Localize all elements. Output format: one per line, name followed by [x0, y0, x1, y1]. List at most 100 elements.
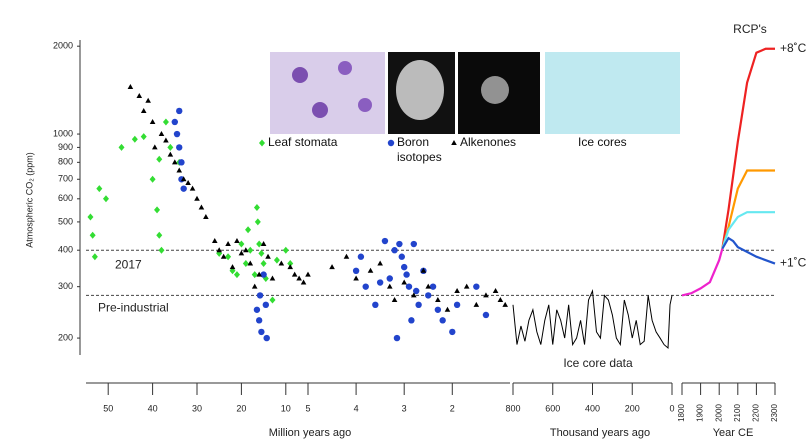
- point: [127, 83, 134, 89]
- y-tick-label: 300: [58, 281, 73, 291]
- point: [482, 311, 490, 319]
- photo-detail: [338, 61, 352, 75]
- x-tick-label: 2300: [770, 404, 779, 422]
- point: [352, 267, 360, 275]
- point: [393, 334, 401, 342]
- legend-label: Alkenones: [460, 135, 517, 149]
- point: [229, 264, 236, 270]
- y-tick-label: 500: [58, 216, 73, 226]
- point: [343, 253, 350, 259]
- point: [473, 283, 480, 290]
- point: [234, 238, 240, 244]
- y-tick-label: 1000: [53, 128, 73, 138]
- point: [408, 317, 415, 324]
- point: [265, 253, 271, 259]
- point: [149, 175, 156, 183]
- point: [473, 301, 480, 307]
- point: [425, 283, 432, 289]
- point: [386, 283, 393, 289]
- x-tick-label: 400: [585, 403, 600, 413]
- point: [254, 218, 261, 226]
- point: [405, 283, 413, 290]
- ice-photo: [545, 52, 680, 134]
- point: [96, 185, 103, 193]
- point: [211, 238, 218, 244]
- x-axis-label: Year CE: [713, 427, 754, 439]
- point: [367, 267, 374, 273]
- x-tick-label: 0: [669, 403, 674, 413]
- point: [149, 118, 156, 124]
- point: [396, 240, 403, 248]
- point: [305, 271, 311, 277]
- point: [156, 231, 163, 239]
- point: [269, 296, 276, 304]
- point: [410, 240, 418, 248]
- point: [180, 176, 187, 182]
- photo-detail: [396, 60, 444, 120]
- point: [391, 297, 398, 303]
- point: [260, 271, 267, 278]
- point: [420, 267, 427, 273]
- line: [721, 169, 775, 249]
- photos: [270, 52, 680, 134]
- point: [87, 213, 94, 221]
- point: [163, 137, 169, 143]
- point: [259, 139, 265, 147]
- line: [512, 289, 673, 349]
- point: [353, 275, 359, 281]
- point: [176, 144, 183, 151]
- y-tick-label: 700: [58, 174, 73, 184]
- legend-label: Leaf stomata: [268, 135, 338, 149]
- y-tick-label: 200: [58, 332, 73, 342]
- point: [238, 250, 245, 256]
- point: [492, 287, 499, 293]
- point: [102, 195, 109, 203]
- annotation: Ice core data: [563, 356, 633, 370]
- panel-title: RCP's: [733, 22, 767, 36]
- point: [225, 253, 232, 261]
- y-tick-label: 400: [58, 245, 73, 255]
- point: [158, 246, 165, 254]
- point: [162, 118, 169, 126]
- point: [247, 246, 254, 254]
- x-tick-label: 2100: [733, 404, 742, 422]
- point: [403, 271, 410, 278]
- point: [256, 240, 263, 248]
- point: [439, 317, 446, 324]
- point: [152, 144, 158, 150]
- point: [278, 260, 285, 266]
- point: [180, 185, 187, 192]
- point: [483, 292, 489, 298]
- point: [245, 226, 252, 234]
- point: [176, 107, 183, 115]
- x-tick-label: 4: [354, 403, 359, 413]
- x-tick-label: 200: [625, 403, 640, 413]
- point: [156, 155, 163, 163]
- point: [258, 249, 265, 257]
- series-label: +8˚C: [780, 41, 806, 55]
- legend-label: Boron isotopes: [397, 135, 442, 164]
- x-tick-label: 1900: [696, 404, 705, 422]
- point: [263, 334, 270, 342]
- x-tick-label: 2200: [752, 404, 761, 422]
- point: [372, 301, 379, 309]
- x-tick-label: 800: [505, 403, 520, 413]
- point: [273, 256, 280, 264]
- point: [172, 159, 178, 165]
- point: [145, 97, 151, 103]
- point: [362, 283, 369, 290]
- point: [251, 283, 258, 289]
- point: [242, 260, 249, 268]
- point: [454, 287, 460, 293]
- point: [411, 292, 417, 298]
- point: [131, 135, 138, 143]
- point: [262, 301, 270, 309]
- point: [89, 231, 96, 239]
- point: [451, 140, 457, 145]
- y-tick-label: 2000: [53, 41, 73, 51]
- point: [167, 143, 174, 151]
- point: [140, 133, 147, 141]
- point: [296, 275, 302, 281]
- point: [391, 247, 398, 254]
